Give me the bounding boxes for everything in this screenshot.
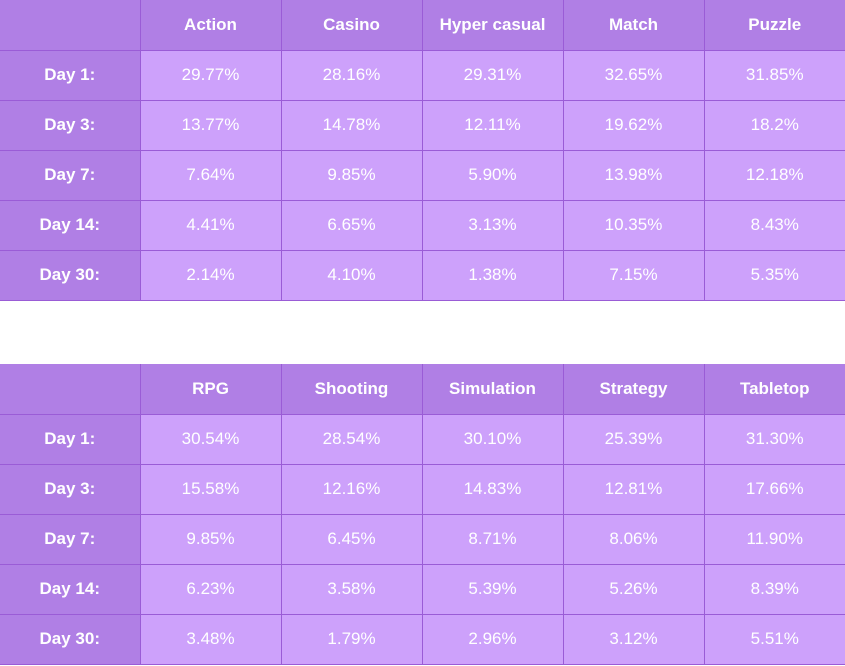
table-row: Day 1: 30.54% 28.54% 30.10% 25.39% 31.30% bbox=[0, 413, 845, 465]
retention-value-cell: 17.66% bbox=[703, 463, 845, 515]
table-row: Day 3: 13.77% 14.78% 12.11% 19.62% 18.2% bbox=[0, 99, 845, 151]
column-header: RPG bbox=[139, 364, 282, 415]
retention-value-cell: 4.41% bbox=[139, 199, 282, 251]
retention-value-cell: 13.98% bbox=[562, 149, 705, 201]
header-row: RPG Shooting Simulation Strategy Tabletop bbox=[0, 364, 845, 415]
retention-value-cell: 13.77% bbox=[139, 99, 282, 151]
row-label: Day 1: bbox=[0, 49, 141, 101]
corner-cell bbox=[0, 364, 141, 415]
retention-value-cell: 25.39% bbox=[562, 413, 705, 465]
header-row: Action Casino Hyper casual Match Puzzle bbox=[0, 0, 845, 51]
retention-value-cell: 3.12% bbox=[562, 613, 705, 665]
retention-value-cell: 1.79% bbox=[280, 613, 423, 665]
column-header: Strategy bbox=[562, 364, 705, 415]
column-header: Match bbox=[562, 0, 705, 51]
retention-value-cell: 31.85% bbox=[703, 49, 845, 101]
row-label: Day 3: bbox=[0, 463, 141, 515]
column-header: Hyper casual bbox=[421, 0, 564, 51]
retention-value-cell: 31.30% bbox=[703, 413, 845, 465]
retention-value-cell: 5.39% bbox=[421, 563, 564, 615]
retention-table-body: Action Casino Hyper casual Match Puzzle Day 1… bbox=[0, 0, 845, 301]
retention-value-cell: 6.65% bbox=[280, 199, 423, 251]
row-label: Day 14: bbox=[0, 199, 141, 251]
retention-value-cell: 5.51% bbox=[703, 613, 845, 665]
retention-value-cell: 12.16% bbox=[280, 463, 423, 515]
retention-value-cell: 14.83% bbox=[421, 463, 564, 515]
retention-value-cell: 28.54% bbox=[280, 413, 423, 465]
retention-value-cell: 7.15% bbox=[562, 249, 705, 301]
retention-value-cell: 11.90% bbox=[703, 513, 845, 565]
column-header: Tabletop bbox=[703, 364, 845, 415]
column-header: Simulation bbox=[421, 364, 564, 415]
table-row: Day 7: 7.64% 9.85% 5.90% 13.98% 12.18% bbox=[0, 149, 845, 201]
column-header: Casino bbox=[280, 0, 423, 51]
table-row: Day 14: 6.23% 3.58% 5.39% 5.26% 8.39% bbox=[0, 563, 845, 615]
retention-table-body: RPG Shooting Simulation Strategy Tabletop Day… bbox=[0, 364, 845, 665]
retention-value-cell: 3.13% bbox=[421, 199, 564, 251]
corner-cell bbox=[0, 0, 141, 51]
retention-value-cell: 3.48% bbox=[139, 613, 282, 665]
retention-value-cell: 32.65% bbox=[562, 49, 705, 101]
retention-value-cell: 28.16% bbox=[280, 49, 423, 101]
retention-value-cell: 12.81% bbox=[562, 463, 705, 515]
row-label: Day 14: bbox=[0, 563, 141, 615]
table-row: Day 7: 9.85% 6.45% 8.71% 8.06% 11.90% bbox=[0, 513, 845, 565]
retention-value-cell: 12.11% bbox=[421, 99, 564, 151]
row-label: Day 30: bbox=[0, 613, 141, 665]
retention-table-top: Action Casino Hyper casual Match Puzzle Day 1… bbox=[0, 0, 845, 301]
row-label: Day 30: bbox=[0, 249, 141, 301]
retention-value-cell: 5.35% bbox=[703, 249, 845, 301]
retention-value-cell: 5.26% bbox=[562, 563, 705, 615]
table-row: Day 14: 4.41% 6.65% 3.13% 10.35% 8.43% bbox=[0, 199, 845, 251]
retention-value-cell: 9.85% bbox=[139, 513, 282, 565]
retention-value-cell: 6.45% bbox=[280, 513, 423, 565]
retention-value-cell: 2.14% bbox=[139, 249, 282, 301]
retention-value-cell: 12.18% bbox=[703, 149, 845, 201]
retention-value-cell: 29.31% bbox=[421, 49, 564, 101]
row-label: Day 7: bbox=[0, 149, 141, 201]
retention-value-cell: 8.43% bbox=[703, 199, 845, 251]
retention-value-cell: 30.54% bbox=[139, 413, 282, 465]
row-label: Day 3: bbox=[0, 99, 141, 151]
retention-value-cell: 8.39% bbox=[703, 563, 845, 615]
retention-value-cell: 30.10% bbox=[421, 413, 564, 465]
table-row: Day 1: 29.77% 28.16% 29.31% 32.65% 31.85% bbox=[0, 49, 845, 101]
table-row: Day 30: 3.48% 1.79% 2.96% 3.12% 5.51% bbox=[0, 613, 845, 665]
retention-value-cell: 1.38% bbox=[421, 249, 564, 301]
retention-value-cell: 5.90% bbox=[421, 149, 564, 201]
retention-value-cell: 9.85% bbox=[280, 149, 423, 201]
column-header: Shooting bbox=[280, 364, 423, 415]
retention-value-cell: 2.96% bbox=[421, 613, 564, 665]
row-label: Day 7: bbox=[0, 513, 141, 565]
column-header: Puzzle bbox=[703, 0, 845, 51]
row-label: Day 1: bbox=[0, 413, 141, 465]
retention-value-cell: 8.06% bbox=[562, 513, 705, 565]
retention-value-cell: 7.64% bbox=[139, 149, 282, 201]
retention-value-cell: 29.77% bbox=[139, 49, 282, 101]
table-row: Day 3: 15.58% 12.16% 14.83% 12.81% 17.66% bbox=[0, 463, 845, 515]
retention-table-bottom: RPG Shooting Simulation Strategy Tabletop Day… bbox=[0, 364, 845, 665]
retention-value-cell: 15.58% bbox=[139, 463, 282, 515]
retention-value-cell: 8.71% bbox=[421, 513, 564, 565]
column-header: Action bbox=[139, 0, 282, 51]
retention-value-cell: 10.35% bbox=[562, 199, 705, 251]
retention-value-cell: 4.10% bbox=[280, 249, 423, 301]
table-row: Day 30: 2.14% 4.10% 1.38% 7.15% 5.35% bbox=[0, 249, 845, 301]
retention-value-cell: 3.58% bbox=[280, 563, 423, 615]
retention-value-cell: 19.62% bbox=[562, 99, 705, 151]
retention-value-cell: 14.78% bbox=[280, 99, 423, 151]
retention-value-cell: 6.23% bbox=[139, 563, 282, 615]
retention-value-cell: 18.2% bbox=[703, 99, 845, 151]
